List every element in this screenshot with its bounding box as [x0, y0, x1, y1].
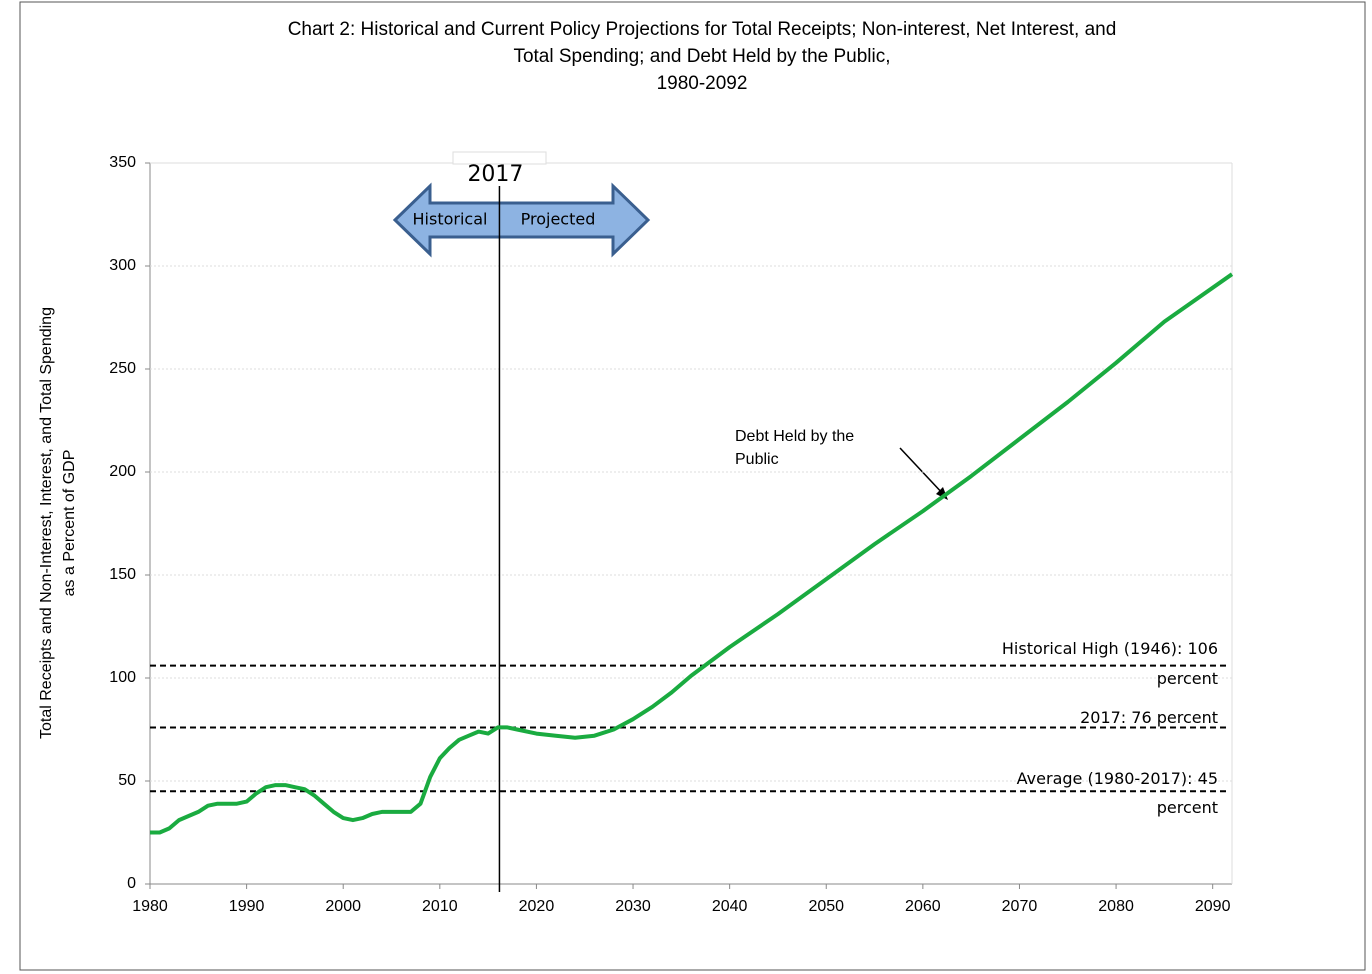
x-tick-label: 2090 — [1195, 898, 1231, 915]
x-tick-label: 2070 — [1002, 898, 1038, 915]
x-tick-label: 1990 — [229, 898, 265, 915]
x-tick-label: 2020 — [519, 898, 555, 915]
y-tick-label: 200 — [109, 463, 136, 480]
y-tick-label: 250 — [109, 360, 136, 377]
x-tick-label: 2000 — [325, 898, 361, 915]
divider-label: 2017 — [467, 162, 523, 187]
x-tick-label: 2080 — [1098, 898, 1134, 915]
reference-label: Average (1980-2017): 45 — [1017, 769, 1218, 788]
reference-label: Historical High (1946): 106 — [1002, 639, 1218, 658]
reference-label: percent — [1157, 798, 1218, 817]
annotation: Public — [735, 451, 779, 468]
y-tick-label: 350 — [109, 154, 136, 171]
historical-label: Historical — [413, 210, 488, 229]
chart-title: Chart 2: Historical and Current Policy P… — [288, 19, 1117, 40]
plot-tab — [452, 151, 547, 165]
reference-label: percent — [1157, 669, 1218, 688]
y-axis-label: as a Percent of GDP — [61, 450, 78, 597]
y-tick-label: 0 — [127, 875, 136, 892]
y-tick-label: 150 — [109, 566, 136, 583]
frame — [19, 1, 1366, 971]
x-tick-label: 2060 — [905, 898, 941, 915]
x-tick-label: 2040 — [712, 898, 748, 915]
y-tick-label: 300 — [109, 257, 136, 274]
period-arrow — [392, 182, 651, 258]
y-tick-label: 50 — [118, 772, 136, 789]
x-tick-label: 2050 — [808, 898, 844, 915]
annotation: Debt Held by the — [735, 428, 854, 445]
projected-label: Projected — [521, 210, 596, 229]
data-line — [150, 272, 1234, 835]
x-tick-label: 2010 — [422, 898, 458, 915]
chart-title: 1980-2092 — [657, 73, 748, 94]
x-tick-label: 2030 — [615, 898, 651, 915]
y-tick-label: 100 — [109, 669, 136, 686]
reference-label: 2017: 76 percent — [1080, 708, 1218, 727]
y-axis-label: Total Receipts and Non-Interest, Interes… — [38, 307, 55, 739]
x-tick-label: 1980 — [132, 898, 168, 915]
chart-title: Total Spending; and Debt Held by the Pub… — [513, 46, 890, 67]
